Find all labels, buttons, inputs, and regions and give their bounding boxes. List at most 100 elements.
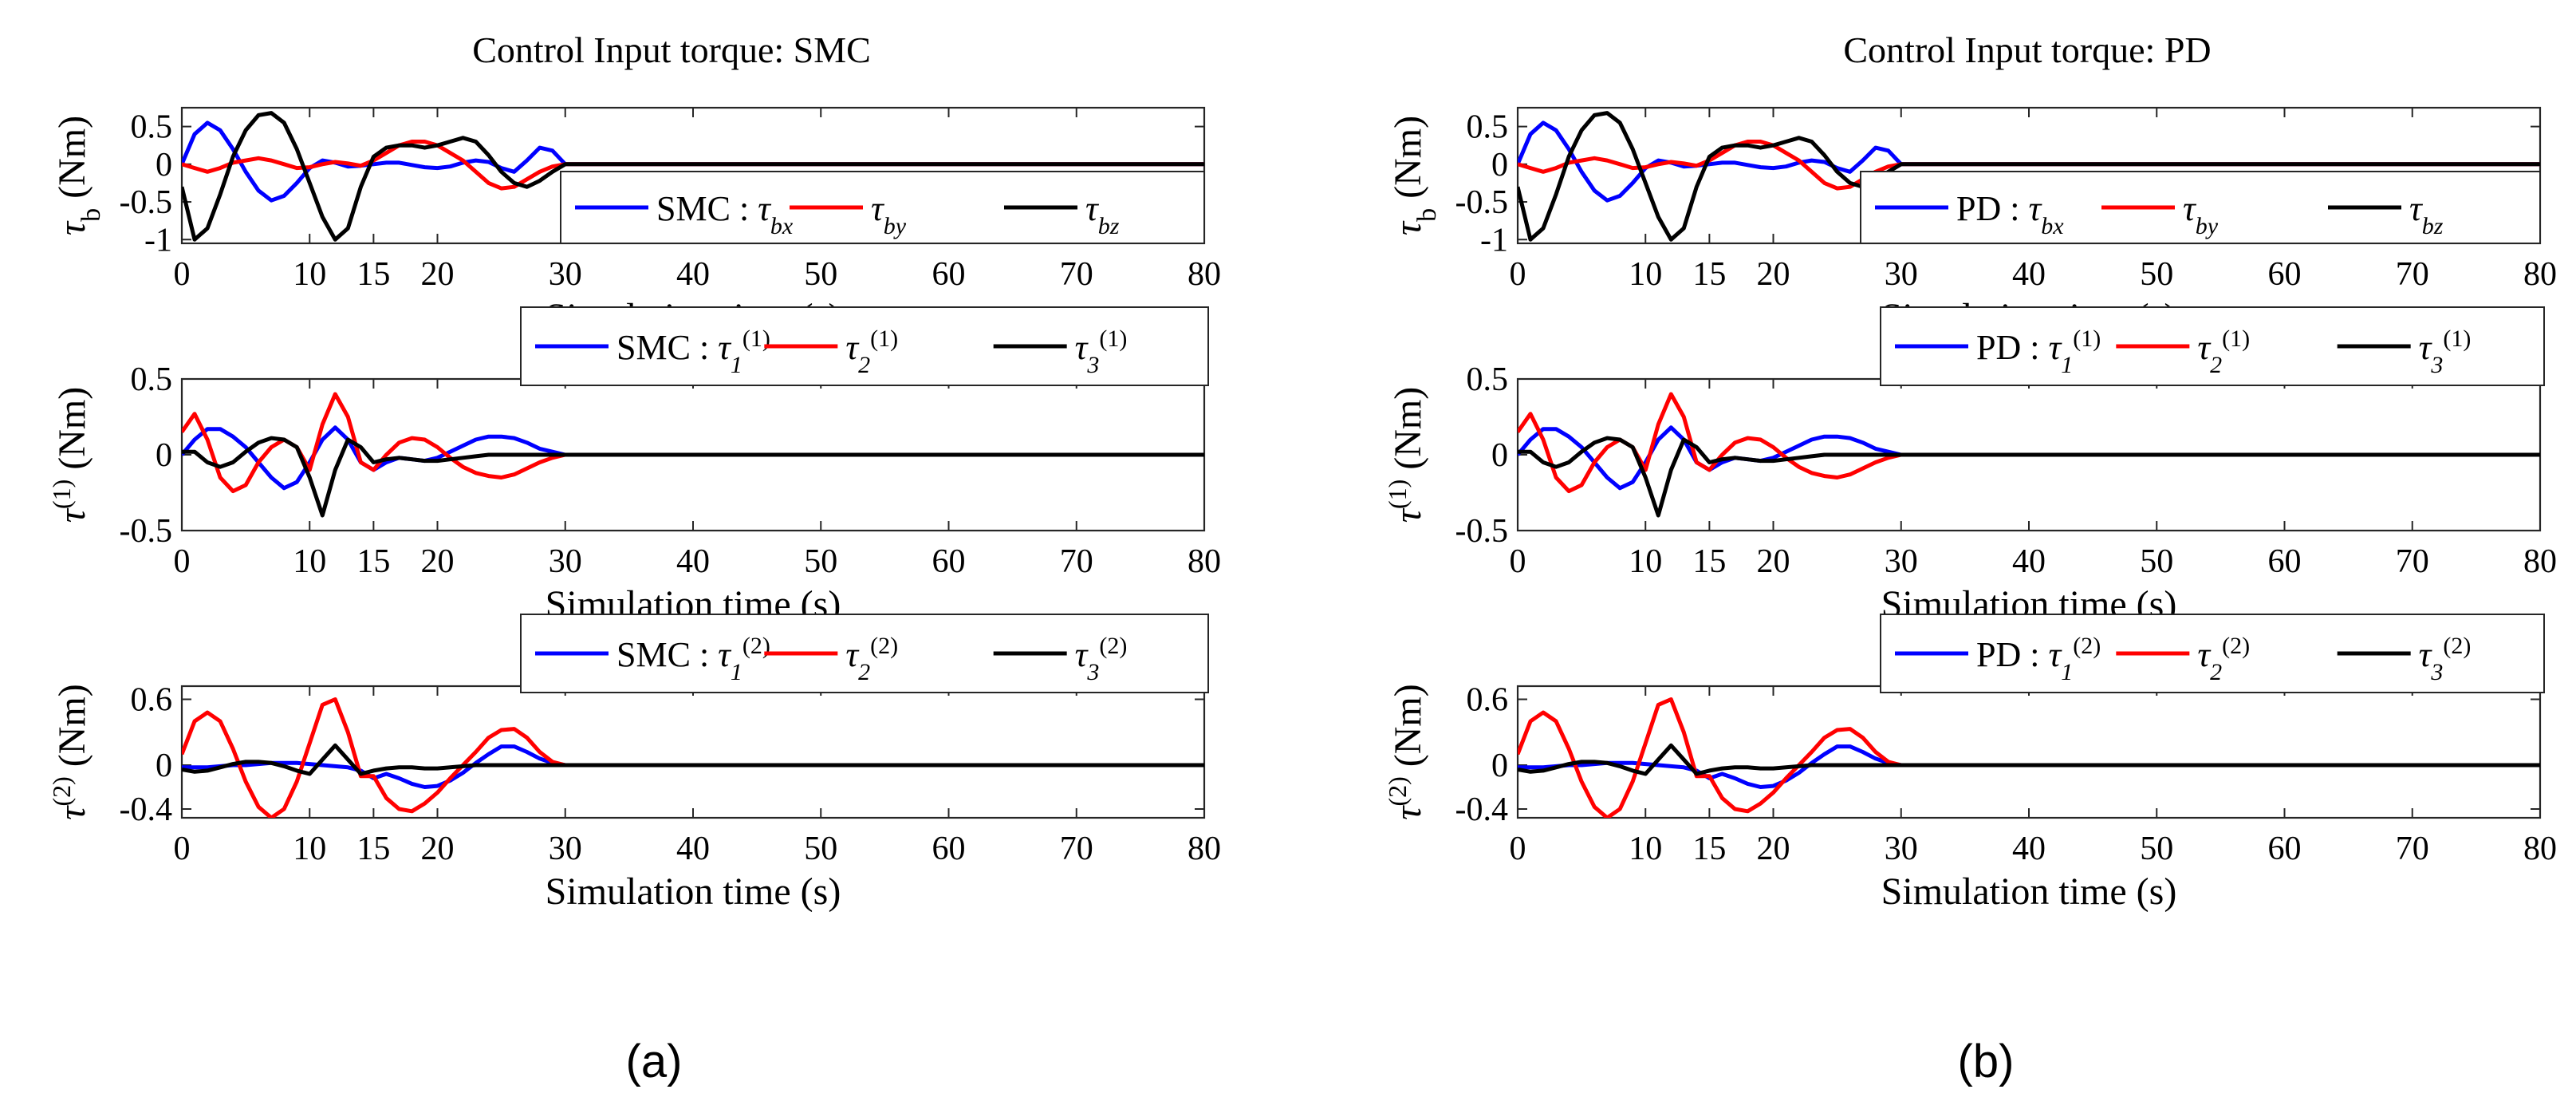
chart-a-2-ytick-label: -0.5 bbox=[120, 513, 173, 550]
chart-b-3-ytick-label: 0 bbox=[1491, 748, 1508, 784]
chart-a-3-xtick-label: 0 bbox=[174, 831, 191, 867]
chart-a-2-xtick-label: 70 bbox=[1060, 543, 1093, 580]
chart-b-3-ytick-label: 0.6 bbox=[1467, 682, 1509, 719]
chart-b-3-xtick-label: 80 bbox=[2523, 831, 2557, 867]
chart-a-3-series-black bbox=[182, 743, 1204, 776]
panel-b-sub-label: (b) bbox=[1958, 1036, 2015, 1087]
chart-b-2-legend-entry: τ3(1) bbox=[2419, 326, 2472, 378]
chart-a-3-legend-entry: τ2(2) bbox=[845, 633, 898, 685]
chart-b-2-series-blue bbox=[1518, 425, 2540, 491]
chart-b-3-xtick-label: 50 bbox=[2140, 831, 2173, 867]
chart-a-2-ytick-label: 0 bbox=[156, 437, 172, 474]
chart-a-2-ylabel: τ(1) (Nm) bbox=[47, 387, 93, 523]
chart-a-3-xtick-label: 60 bbox=[932, 831, 966, 867]
svg-text:τb (Nm): τb (Nm) bbox=[1387, 116, 1442, 235]
chart-b-1-xtick-label: 40 bbox=[2012, 256, 2046, 293]
chart-b-2-xtick-label: 60 bbox=[2268, 543, 2302, 580]
panel-a-sub-label: (a) bbox=[626, 1036, 683, 1087]
chart-b-2-legend-box bbox=[1880, 306, 2545, 386]
chart-a-2-ytick-label: 0.5 bbox=[131, 361, 173, 398]
chart-a-1-legend-entry: τbz bbox=[1085, 189, 1120, 239]
chart-b-1-legend: PD : τbx τby τbz bbox=[1860, 171, 2541, 244]
chart-a-2-legend: SMC : τ1(1) τ2(1) τ3(1) bbox=[520, 306, 1209, 386]
chart-a-1-xtick-label: 60 bbox=[932, 256, 966, 293]
chart-b-3-axes-frame bbox=[1516, 685, 2542, 819]
chart-b-3-xtick-label: 40 bbox=[2012, 831, 2046, 867]
chart-a-1-series-black bbox=[182, 111, 1204, 242]
chart-a-1-ylabel: τb (Nm) bbox=[51, 116, 106, 235]
chart-b-3-xtick-label: 70 bbox=[2396, 831, 2429, 867]
chart-b-1-legend-entry: PD : τbx bbox=[1956, 189, 2064, 239]
chart-b-3-xtick-label: 20 bbox=[1757, 831, 1790, 867]
chart-b-3-legend-box bbox=[1880, 614, 2545, 693]
chart-a-2-xtick-label: 10 bbox=[293, 543, 326, 580]
chart-a-2-xtick-label: 50 bbox=[804, 543, 837, 580]
chart-a-1-ytick-label: -0.5 bbox=[120, 184, 173, 221]
chart-b-2-xtick-label: 70 bbox=[2396, 543, 2429, 580]
chart-a-1-series-blue bbox=[182, 120, 1204, 203]
chart-b-1-xtick-label: 50 bbox=[2140, 256, 2173, 293]
chart-a-1-legend: SMC : τbx τby τbz bbox=[560, 171, 1205, 244]
svg-text:τ(2) (Nm): τ(2) (Nm) bbox=[1383, 684, 1429, 819]
chart-a-3-series-blue bbox=[182, 744, 1204, 789]
chart-a-1-legend-entry: SMC : τbx bbox=[656, 189, 794, 239]
chart-a-3-xtick-label: 40 bbox=[676, 831, 710, 867]
chart-b-3-xtick-label: 10 bbox=[1629, 831, 1662, 867]
chart-b-2-xtick-label: 30 bbox=[1885, 543, 1918, 580]
chart-a-3-xtick-label: 70 bbox=[1060, 831, 1093, 867]
chart-b-1-ytick-label: -0.5 bbox=[1455, 184, 1509, 221]
chart-b-1-ylabel: τb (Nm) bbox=[1387, 116, 1442, 235]
chart-b-3-xtick-label: 15 bbox=[1692, 831, 1726, 867]
chart-b-2-legend-entry: PD : τ1(1) bbox=[1976, 326, 2101, 378]
chart-b-3-legend-entry: PD : τ1(2) bbox=[1976, 633, 2101, 685]
chart-b-1-series-blue bbox=[1518, 120, 2540, 203]
chart-b-2-xtick-label: 15 bbox=[1692, 543, 1726, 580]
chart-b-2-ytick-label: -0.5 bbox=[1455, 513, 1509, 550]
chart-b-1-series-black bbox=[1518, 111, 2540, 242]
chart-b-3-legend: PD : τ1(2) τ2(2) τ3(2) bbox=[1880, 614, 2545, 693]
chart-a-3-xtick-label: 30 bbox=[549, 831, 582, 867]
chart-a-3-xtick-label: 50 bbox=[804, 831, 837, 867]
chart-a-1-xtick-label: 80 bbox=[1188, 256, 1221, 293]
chart-b-3-xtick-label: 60 bbox=[2268, 831, 2302, 867]
chart-b-2-xtick-label: 40 bbox=[2012, 543, 2046, 580]
chart-b-2-xtick-label: 20 bbox=[1757, 543, 1790, 580]
chart-b-3-series-blue bbox=[1518, 744, 2540, 789]
chart-a-2-legend-entry: τ3(1) bbox=[1075, 326, 1128, 378]
chart-a-3-xtick-label: 20 bbox=[421, 831, 455, 867]
chart-b-3-legend-entry: τ2(2) bbox=[2197, 633, 2250, 685]
chart-a-2-series-blue bbox=[182, 425, 1204, 491]
chart-a-2-xtick-label: 0 bbox=[174, 543, 191, 580]
chart-b-1-ytick-label: 0 bbox=[1491, 147, 1508, 184]
chart-a-2-xtick-label: 80 bbox=[1188, 543, 1221, 580]
chart-a-1: 01015203040506070800.50-0.5-1Simulation … bbox=[51, 106, 1221, 338]
chart-a-2-series-black bbox=[182, 436, 1204, 518]
chart-b-1-xtick-label: 30 bbox=[1885, 256, 1918, 293]
chart-b-2-legend-entry: τ2(1) bbox=[2197, 326, 2250, 378]
chart-a-1-xtick-label: 15 bbox=[356, 256, 390, 293]
chart-b-1-legend-box bbox=[1860, 171, 2541, 244]
chart-a-2-xtick-label: 30 bbox=[549, 543, 582, 580]
chart-b-2-ytick-label: 0.5 bbox=[1467, 361, 1509, 398]
chart-b-2-series-black bbox=[1518, 436, 2540, 518]
chart-a-2-legend-entry: τ2(1) bbox=[845, 326, 898, 378]
chart-a-2-xtick-label: 15 bbox=[356, 543, 390, 580]
svg-text:τ(1) (Nm): τ(1) (Nm) bbox=[1383, 387, 1429, 523]
chart-b-1-xtick-label: 10 bbox=[1629, 256, 1662, 293]
svg-text:τ(2) (Nm): τ(2) (Nm) bbox=[47, 684, 93, 819]
chart-a-3-xlabel: Simulation time (s) bbox=[546, 870, 841, 913]
chart-a-1-ytick-label: -1 bbox=[144, 222, 172, 259]
chart-a-2-legend-box bbox=[520, 306, 1209, 386]
chart-grid: 01015203040506070800.50-0.5-1Simulation … bbox=[47, 106, 2557, 913]
chart-a-3-legend-entry: SMC : τ1(2) bbox=[616, 633, 770, 685]
chart-b-2-xtick-label: 80 bbox=[2523, 543, 2557, 580]
chart-a-3-xtick-label: 80 bbox=[1188, 831, 1221, 867]
chart-a-3-series-red bbox=[182, 697, 1204, 818]
chart-a-3-ytick-label: -0.4 bbox=[120, 791, 173, 828]
chart-b-3-legend-entry: τ3(2) bbox=[2419, 633, 2472, 685]
chart-b-1-ytick-label: 0.5 bbox=[1467, 109, 1509, 146]
